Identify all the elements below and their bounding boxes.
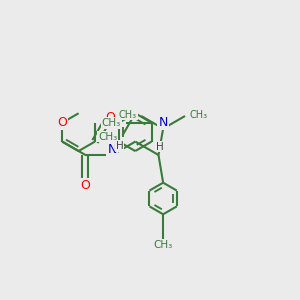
Text: N: N — [107, 143, 117, 156]
Text: CH₃: CH₃ — [119, 110, 137, 119]
Text: H: H — [116, 141, 124, 151]
Text: O: O — [57, 116, 67, 129]
Text: CH₃: CH₃ — [154, 240, 173, 250]
Text: H: H — [156, 142, 164, 152]
Text: CH₃: CH₃ — [102, 118, 121, 128]
Text: CH₃: CH₃ — [190, 110, 208, 119]
Text: O: O — [80, 179, 90, 192]
Text: CH₃: CH₃ — [98, 132, 117, 142]
Text: N: N — [158, 116, 168, 129]
Text: O: O — [106, 111, 116, 124]
